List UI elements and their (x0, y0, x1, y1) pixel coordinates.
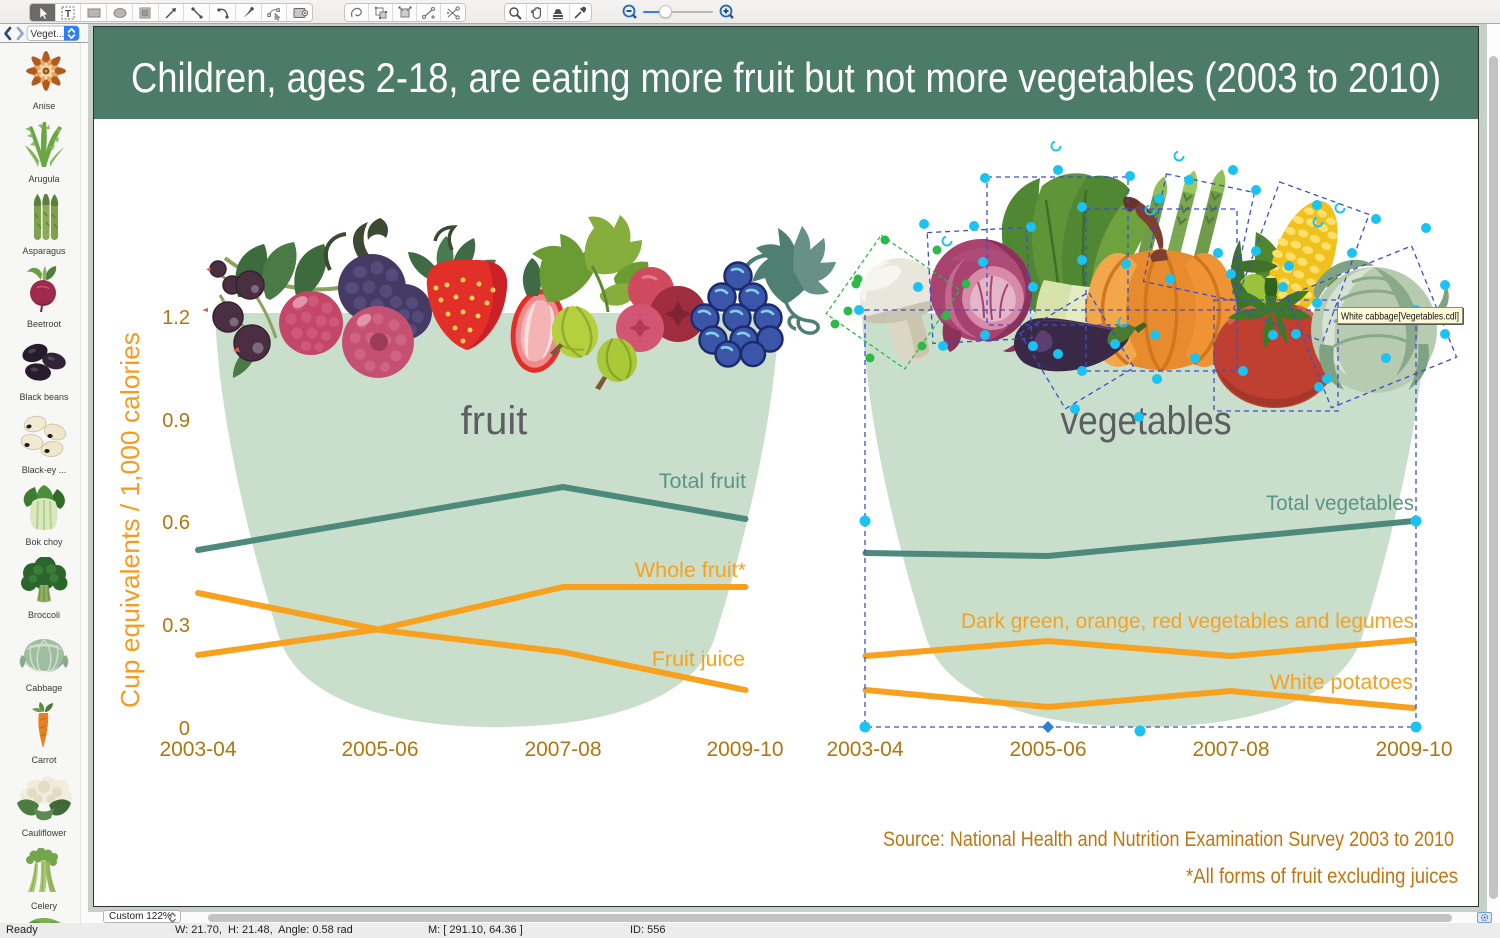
svg-text:Total vegetables: Total vegetables (1266, 491, 1414, 515)
svg-text:Source: National Health and Nu: Source: National Health and Nutrition Ex… (883, 828, 1454, 851)
svg-text:T: T (65, 9, 71, 20)
svg-text:Veget...: Veget... (31, 29, 65, 40)
svg-text:2009-10: 2009-10 (1375, 738, 1452, 761)
svg-text:0: 0 (179, 718, 190, 740)
svg-text:2005-06: 2005-06 (341, 738, 418, 761)
svg-text:Fruit juice: Fruit juice (652, 647, 745, 671)
svg-text:Total fruit: Total fruit (659, 469, 746, 493)
svg-text:Dark green, orange, red vegeta: Dark green, orange, red vegetables and l… (961, 609, 1414, 633)
svg-text:White cabbage[Vegetables.cdl]: White cabbage[Vegetables.cdl] (1341, 312, 1459, 323)
svg-text:vegetables: vegetables (1061, 399, 1232, 443)
svg-text:0.3: 0.3 (162, 615, 190, 637)
svg-text:2007-08: 2007-08 (1192, 738, 1269, 761)
svg-text:0.9: 0.9 (162, 410, 190, 432)
svg-text:*All forms of fruit excluding: *All forms of fruit excluding juices (1186, 865, 1458, 888)
svg-text:2003-04: 2003-04 (159, 738, 236, 761)
svg-text:fruit: fruit (461, 399, 528, 443)
svg-text:Cup equivalents / 1,000 calori: Cup equivalents / 1,000 calories (115, 332, 145, 708)
svg-text:0.6: 0.6 (162, 512, 190, 534)
svg-text:Children, ages 2-18, are eatin: Children, ages 2-18, are eating more fru… (131, 54, 1441, 101)
svg-text:2009-10: 2009-10 (706, 738, 783, 761)
svg-text:1.2: 1.2 (162, 307, 190, 329)
svg-text:2003-04: 2003-04 (826, 738, 903, 761)
svg-text:White potatoes: White potatoes (1270, 670, 1413, 694)
svg-text:2007-08: 2007-08 (524, 738, 601, 761)
svg-text:2005-06: 2005-06 (1009, 738, 1086, 761)
svg-text:Whole fruit*: Whole fruit* (635, 558, 747, 582)
